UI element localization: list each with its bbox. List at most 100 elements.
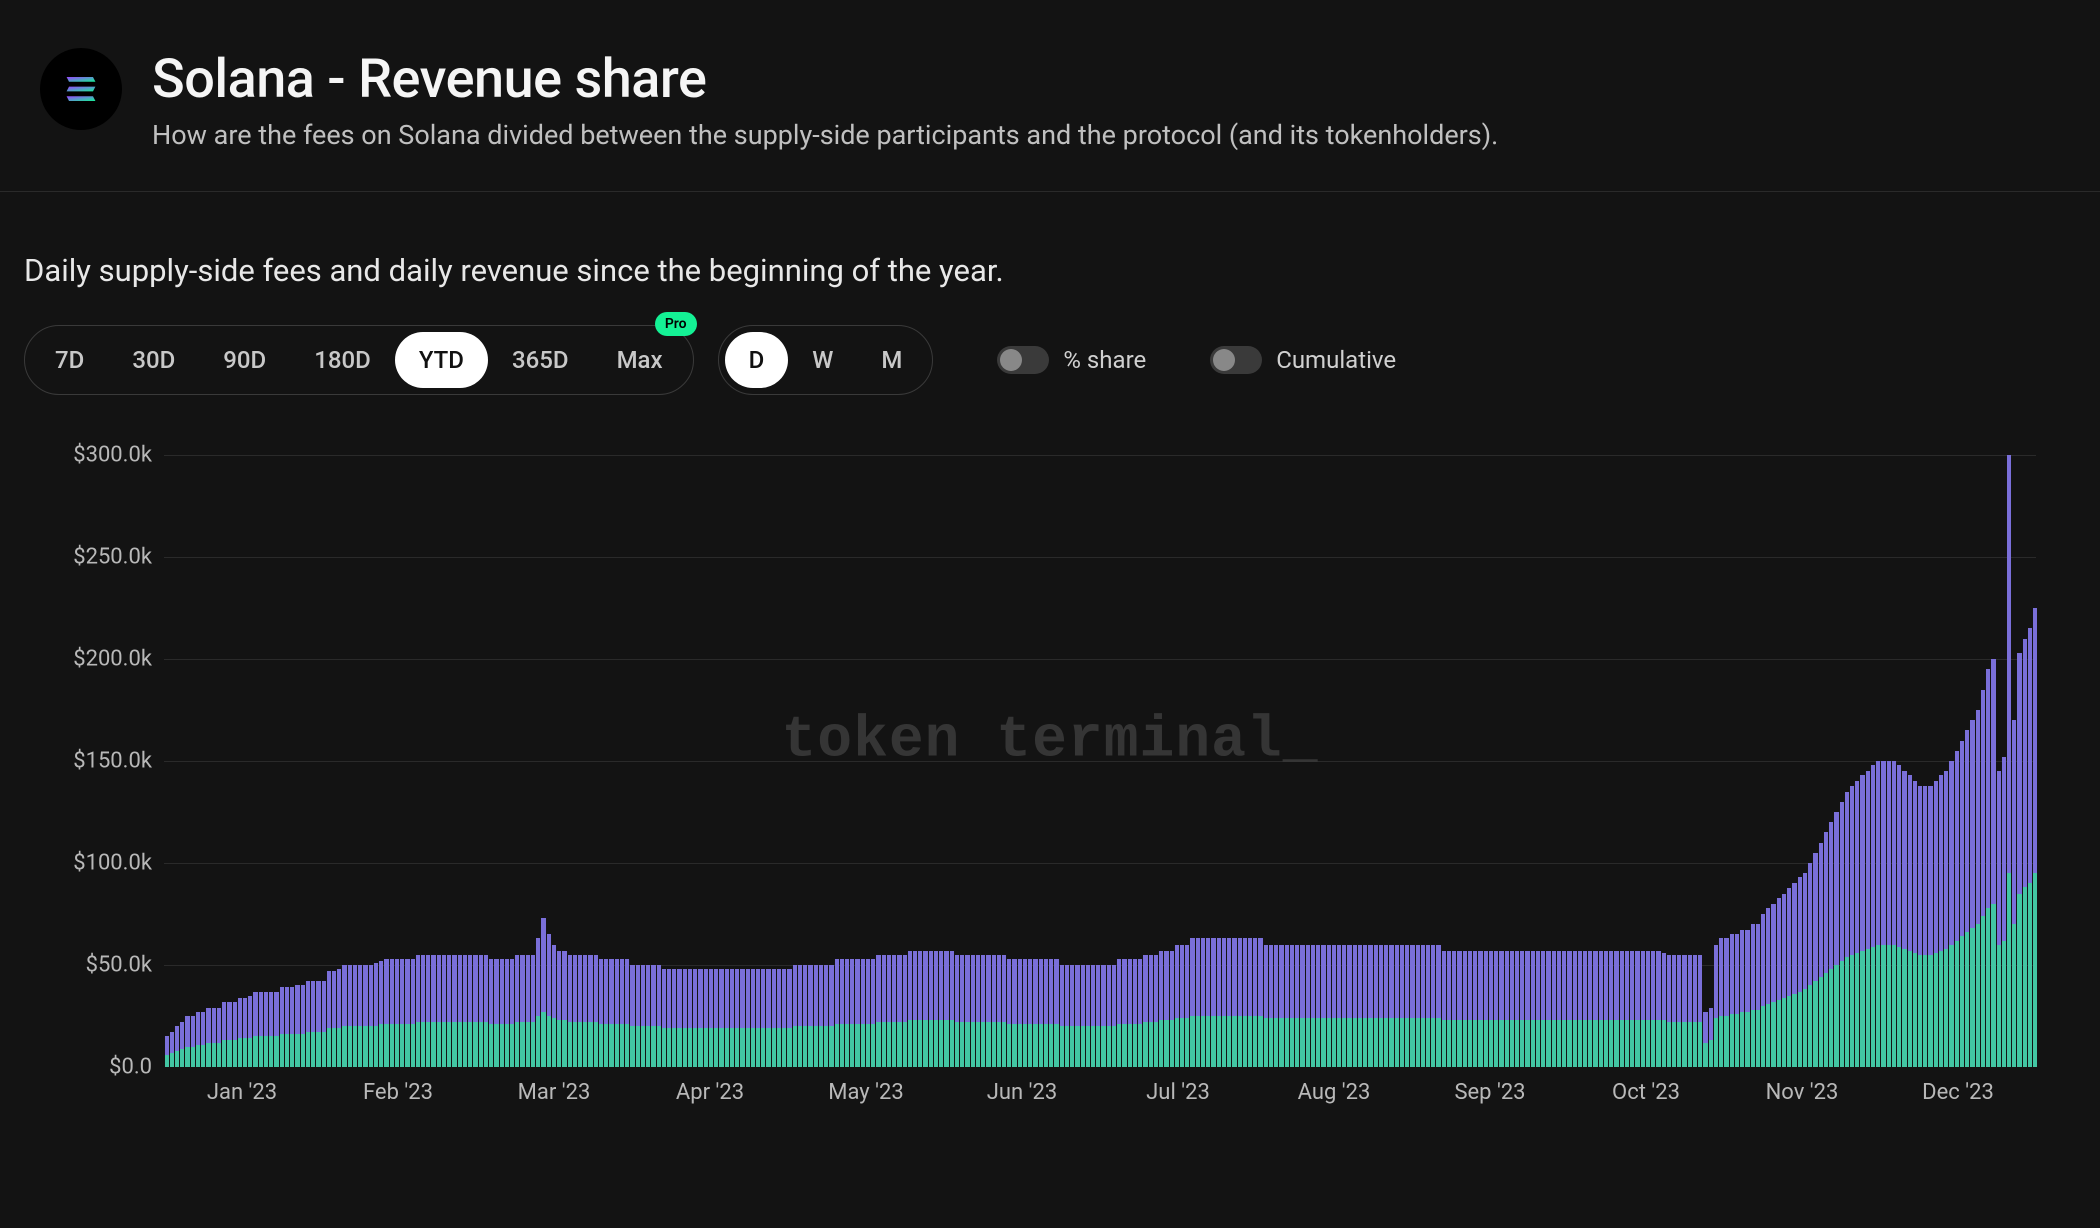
bar[interactable] (437, 455, 441, 1067)
bar[interactable] (1306, 455, 1310, 1067)
bar[interactable] (2028, 455, 2032, 1067)
bar[interactable] (1871, 455, 1875, 1067)
bar[interactable] (253, 455, 257, 1067)
bar[interactable] (1646, 455, 1650, 1067)
bar[interactable] (1107, 455, 1111, 1067)
bar[interactable] (1829, 455, 1833, 1067)
bar[interactable] (746, 455, 750, 1067)
bar[interactable] (1515, 455, 1519, 1067)
bar[interactable] (1505, 455, 1509, 1067)
bar[interactable] (1531, 455, 1535, 1067)
bar[interactable] (808, 455, 812, 1067)
bar[interactable] (1405, 455, 1409, 1067)
bar[interactable] (1368, 455, 1372, 1067)
bar[interactable] (866, 455, 870, 1067)
bar[interactable] (390, 455, 394, 1067)
range-btn-30d[interactable]: 30D (108, 332, 199, 388)
bar[interactable] (1949, 455, 1953, 1067)
bar[interactable] (536, 455, 540, 1067)
bar[interactable] (1965, 455, 1969, 1067)
bar[interactable] (1431, 455, 1435, 1067)
bar[interactable] (798, 455, 802, 1067)
bar[interactable] (1384, 455, 1388, 1067)
bar[interactable] (1347, 455, 1351, 1067)
bar[interactable] (431, 455, 435, 1067)
range-btn-180d[interactable]: 180D (290, 332, 395, 388)
bar[interactable] (646, 455, 650, 1067)
bar[interactable] (552, 455, 556, 1067)
bar[interactable] (1662, 455, 1666, 1067)
bar[interactable] (1222, 455, 1226, 1067)
bar[interactable] (1258, 455, 1262, 1067)
bar[interactable] (311, 455, 315, 1067)
bar[interactable] (1023, 455, 1027, 1067)
bar[interactable] (1866, 455, 1870, 1067)
bar[interactable] (1447, 455, 1451, 1067)
bar[interactable] (259, 455, 263, 1067)
bar[interactable] (1541, 455, 1545, 1067)
bar[interactable] (698, 455, 702, 1067)
bar[interactable] (369, 455, 373, 1067)
bar[interactable] (876, 455, 880, 1067)
bar[interactable] (1688, 455, 1692, 1067)
bar[interactable] (452, 455, 456, 1067)
bar[interactable] (363, 455, 367, 1067)
bar[interactable] (641, 455, 645, 1067)
bar[interactable] (1588, 455, 1592, 1067)
bar[interactable] (1489, 455, 1493, 1067)
bar[interactable] (1060, 455, 1064, 1067)
bar[interactable] (1190, 455, 1194, 1067)
bar[interactable] (1902, 455, 1906, 1067)
bar[interactable] (473, 455, 477, 1067)
bar[interactable] (1091, 455, 1095, 1067)
bar[interactable] (615, 455, 619, 1067)
bar[interactable] (1070, 455, 1074, 1067)
bar[interactable] (1238, 455, 1242, 1067)
bar[interactable] (1442, 455, 1446, 1067)
bar[interactable] (1761, 455, 1765, 1067)
bar[interactable] (599, 455, 603, 1067)
bar[interactable] (1285, 455, 1289, 1067)
bar[interactable] (1321, 455, 1325, 1067)
range-btn-ytd[interactable]: YTD (395, 332, 488, 388)
bar[interactable] (1756, 455, 1760, 1067)
bar[interactable] (1567, 455, 1571, 1067)
bar[interactable] (719, 455, 723, 1067)
bar[interactable] (1494, 455, 1498, 1067)
bar[interactable] (657, 455, 661, 1067)
bar[interactable] (944, 455, 948, 1067)
bar[interactable] (908, 455, 912, 1067)
bar[interactable] (1583, 455, 1587, 1067)
bar[interactable] (379, 455, 383, 1067)
bar[interactable] (1693, 455, 1697, 1067)
bar[interactable] (1510, 455, 1514, 1067)
bar[interactable] (526, 455, 530, 1067)
bar[interactable] (2023, 455, 2027, 1067)
bar[interactable] (960, 455, 964, 1067)
bar[interactable] (468, 455, 472, 1067)
bar[interactable] (1740, 455, 1744, 1067)
bar[interactable] (1777, 455, 1781, 1067)
bar[interactable] (1986, 455, 1990, 1067)
bar[interactable] (1703, 455, 1707, 1067)
bar[interactable] (1128, 455, 1132, 1067)
bar[interactable] (688, 455, 692, 1067)
bar[interactable] (185, 455, 189, 1067)
bar[interactable] (1792, 455, 1796, 1067)
bar[interactable] (1656, 455, 1660, 1067)
bar[interactable] (1499, 455, 1503, 1067)
bar[interactable] (1981, 455, 1985, 1067)
bar[interactable] (1117, 455, 1121, 1067)
bar[interactable] (1253, 455, 1257, 1067)
bar[interactable] (803, 455, 807, 1067)
bar[interactable] (1620, 455, 1624, 1067)
bar[interactable] (1845, 455, 1849, 1067)
bar[interactable] (1614, 455, 1618, 1067)
bar[interactable] (489, 455, 493, 1067)
bar[interactable] (1243, 455, 1247, 1067)
bar[interactable] (981, 455, 985, 1067)
bar[interactable] (1395, 455, 1399, 1067)
bar[interactable] (573, 455, 577, 1067)
bar[interactable] (855, 455, 859, 1067)
bar[interactable] (416, 455, 420, 1067)
